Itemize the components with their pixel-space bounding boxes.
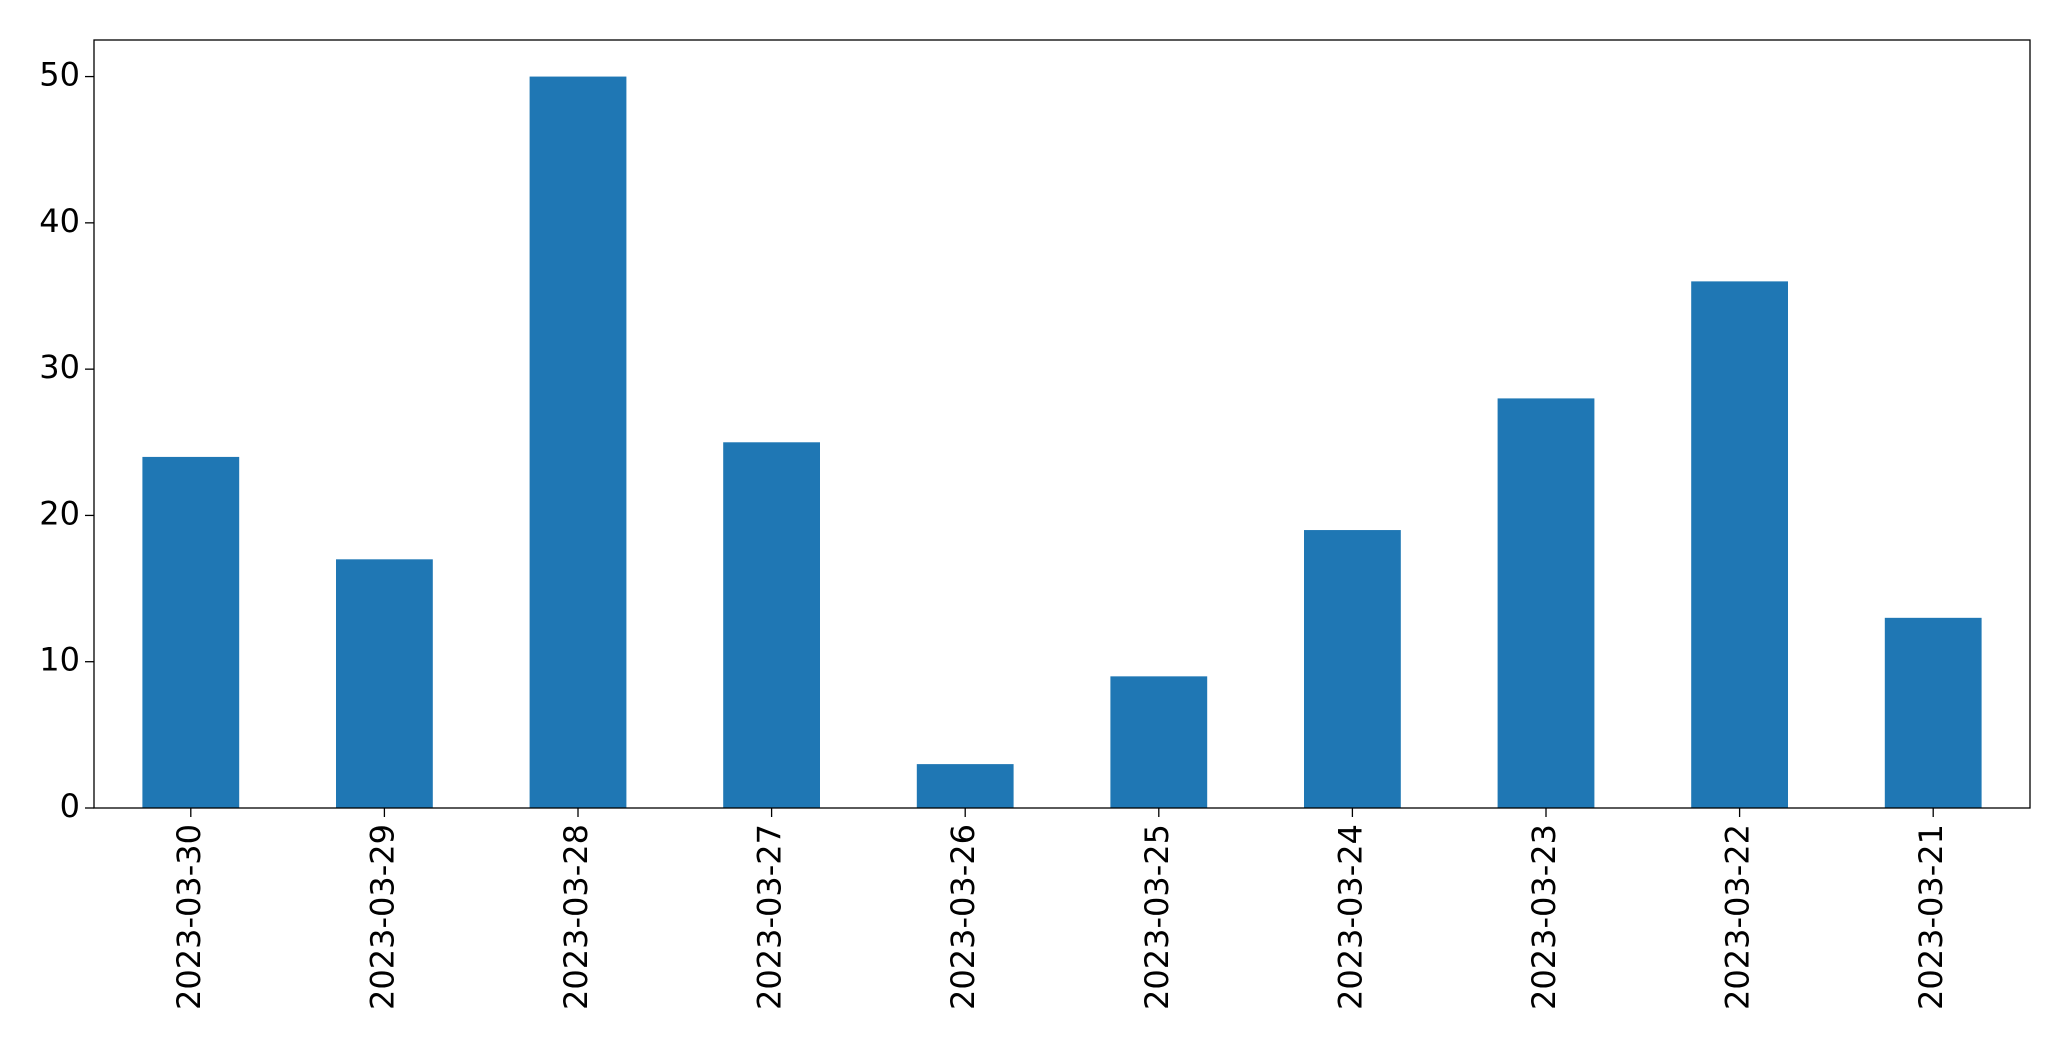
bar [1304, 530, 1401, 808]
bar [336, 559, 433, 808]
y-tick-label: 20 [39, 494, 80, 532]
bar [916, 764, 1014, 808]
bar [1110, 676, 1208, 808]
y-tick-label: 40 [39, 202, 80, 240]
bar [529, 76, 627, 809]
y-tick-label: 0 [60, 787, 80, 825]
bar [1884, 617, 1982, 808]
x-tick-label: 2023-03-27 [751, 824, 789, 1010]
y-tick-label: 30 [39, 348, 80, 386]
x-tick-label: 2023-03-30 [170, 824, 208, 1010]
x-tick-label: 2023-03-21 [1912, 824, 1950, 1010]
x-tick-label: 2023-03-24 [1331, 824, 1369, 1010]
x-tick-label: 2023-03-28 [557, 824, 595, 1010]
x-tick-label: 2023-03-23 [1525, 824, 1563, 1010]
plot-frame [93, 39, 2031, 809]
bar [142, 456, 240, 808]
x-tick-label: 2023-03-29 [363, 824, 401, 1010]
x-tick-label: 2023-03-22 [1719, 824, 1757, 1010]
bar [723, 442, 820, 808]
y-tick-label: 10 [39, 641, 80, 679]
bar [1497, 398, 1595, 808]
x-tick-label: 2023-03-25 [1138, 824, 1176, 1010]
y-tick-label: 50 [39, 56, 80, 94]
bar [1691, 281, 1788, 808]
x-tick-label: 2023-03-26 [944, 824, 982, 1010]
